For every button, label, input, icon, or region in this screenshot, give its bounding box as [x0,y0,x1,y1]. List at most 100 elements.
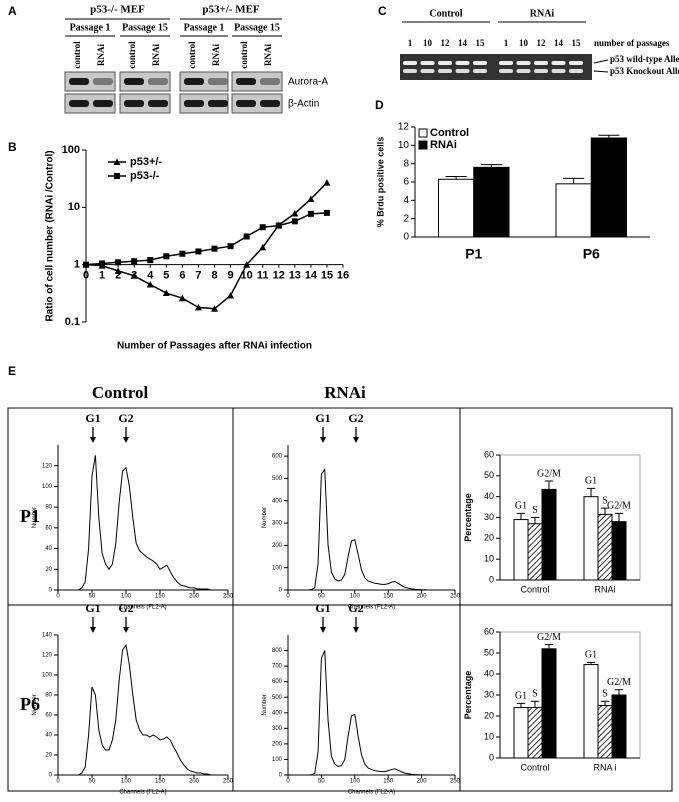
blot-band [260,100,280,107]
bar [597,513,613,581]
gel-band [403,61,417,65]
x-axis-label: Channels (FL2-A) [119,605,166,611]
legend-label: p53+/- [130,156,162,168]
gel-lane: 1 [504,38,509,48]
x-tick-label: 1 [99,270,105,282]
y-tick-label: 200 [272,543,283,549]
marker [211,305,218,312]
y-tick-label: 50 [484,647,494,657]
y-tick-label: 400 [272,498,283,504]
gel-band [534,61,548,65]
series-line [85,212,327,266]
gel-band [473,61,487,65]
bar [438,178,475,238]
marker [115,259,122,266]
y-tick-label: 500 [272,476,283,482]
group-header: p53+/- MEF [202,4,260,16]
y-tick-label: 20 [484,710,494,720]
bar [590,137,627,238]
blot-strip [231,93,283,114]
x-tick-label: 0 [83,270,89,282]
bar-series-label: G2/M [537,468,561,479]
x-tick-label: 6 [179,270,185,282]
error-bar [516,702,526,708]
gel-lane: 14 [458,38,468,48]
lane-label: RNAi [211,44,221,66]
marker [227,291,235,299]
y-tick-label: 600 [272,454,283,460]
y-axis-label: Number [262,507,268,528]
y-tick-label: 100 [42,673,53,679]
blot-strip [64,71,116,92]
gel-band [455,69,470,73]
marker [323,179,331,186]
peak-arrowhead [353,437,359,443]
gel-lane: 1 [408,38,413,48]
legend-label: Control [430,127,469,139]
panel-label: E [8,364,16,378]
marker [243,261,251,268]
band-arrow [593,59,609,64]
gel-band [455,61,470,65]
bar [513,519,529,581]
y-tick-label: 100 [42,484,53,490]
bar [527,523,543,581]
bar-series-label: G2/M [537,632,561,643]
y-tick-label: 4 [403,195,409,206]
lane-label: RNAi [96,44,106,66]
y-tick-label: 0 [49,588,53,594]
blot-band [148,100,168,107]
y-tick-label: 40 [484,491,494,501]
passage-header: Passage 15 [234,22,280,33]
marker [323,209,330,216]
y-tick-label: 600 [272,679,283,685]
blot-strip [64,93,116,114]
bar [541,488,557,581]
peak-arrowhead [123,437,129,443]
legend-swatch [418,140,428,150]
lane-label: control [239,41,249,69]
marker [178,294,186,302]
marker [291,210,299,217]
x-tick-label: 15 [321,270,333,282]
error-bar [445,176,467,180]
peak-arrowhead [320,627,326,633]
y-tick-label: 100 [272,757,283,763]
y-tick-label: 20 [484,533,494,543]
peak-label: G1 [85,411,100,425]
x-tick-label: 8 [211,270,217,282]
y-tick-label: 0 [49,773,53,779]
y-axis-label: % Brdu positive cells [375,137,385,228]
gel-lane: 14 [554,38,564,48]
gel-lane: 15 [476,38,486,48]
marker [162,289,170,297]
bar [583,496,599,581]
x-tick-label: 0 [56,594,60,600]
x-tick-label: 10 [241,270,253,282]
y-tick-label: 300 [272,726,283,732]
blot-band [124,100,144,107]
band-label: p53 wild-type Allele [610,54,679,64]
bar [555,183,592,238]
x-tick-label: 100 [350,779,361,785]
x-tick-label: 250 [450,594,461,600]
x-tick-label: 50 [318,594,325,600]
peak-label: G2 [348,601,363,615]
bar-series-label: G2/M [607,501,631,512]
y-axis-label: Number [32,694,38,715]
legend-swatch [418,128,428,138]
y-tick-label: 120 [42,463,53,469]
y-tick-label: 120 [42,653,53,659]
panel-label: C [378,4,387,18]
x-tick-label: 150 [155,779,166,785]
series-line [288,468,455,591]
gel-band [551,61,566,65]
error-bar [600,700,610,706]
y-axis-label: Percentage [463,493,473,542]
x-tick-label: 50 [318,779,325,785]
y-tick-label: 200 [272,741,283,747]
peak-arrowhead [90,437,96,443]
marker [114,267,122,274]
x-tick-label: 2 [115,270,121,282]
x-tick-label: 4 [147,270,154,282]
